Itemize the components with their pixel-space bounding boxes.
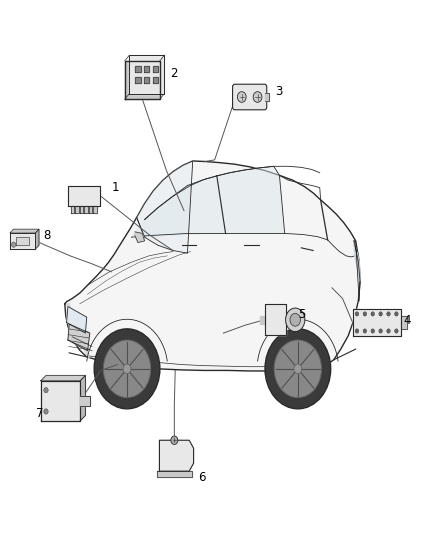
Polygon shape (217, 166, 285, 233)
Polygon shape (135, 232, 145, 243)
Polygon shape (93, 206, 97, 213)
Circle shape (395, 312, 398, 316)
Text: 1: 1 (112, 181, 119, 194)
Polygon shape (157, 471, 192, 477)
Circle shape (274, 340, 321, 398)
Bar (144, 77, 149, 83)
Circle shape (371, 312, 374, 316)
Circle shape (395, 329, 398, 333)
Polygon shape (80, 206, 83, 213)
Circle shape (387, 312, 390, 316)
Polygon shape (265, 93, 269, 101)
Polygon shape (41, 381, 80, 421)
Polygon shape (354, 241, 360, 281)
Polygon shape (159, 440, 194, 471)
Polygon shape (65, 161, 360, 371)
Polygon shape (68, 324, 90, 351)
Polygon shape (35, 229, 39, 249)
Polygon shape (84, 206, 88, 213)
Circle shape (44, 409, 48, 414)
Polygon shape (17, 237, 29, 245)
Polygon shape (41, 375, 85, 381)
Circle shape (355, 329, 359, 333)
Polygon shape (401, 316, 407, 329)
Text: 5: 5 (298, 308, 305, 321)
Polygon shape (75, 206, 78, 213)
Circle shape (123, 364, 131, 374)
Polygon shape (137, 161, 193, 253)
Circle shape (387, 329, 390, 333)
Polygon shape (10, 233, 35, 249)
Polygon shape (129, 55, 164, 94)
Bar (135, 77, 141, 83)
Polygon shape (131, 176, 226, 237)
Circle shape (11, 242, 16, 247)
Circle shape (237, 92, 246, 102)
Polygon shape (67, 304, 90, 357)
Circle shape (171, 436, 178, 445)
Polygon shape (68, 186, 100, 206)
Polygon shape (353, 309, 401, 336)
Polygon shape (88, 206, 92, 213)
Circle shape (294, 364, 302, 374)
Polygon shape (67, 306, 87, 333)
Circle shape (94, 329, 160, 409)
Text: 7: 7 (36, 407, 43, 420)
Text: 4: 4 (403, 314, 410, 327)
Circle shape (355, 312, 359, 316)
Text: 8: 8 (43, 229, 50, 242)
Circle shape (379, 312, 382, 316)
Polygon shape (71, 206, 74, 213)
Circle shape (379, 329, 382, 333)
Circle shape (44, 387, 48, 393)
Circle shape (290, 313, 300, 326)
Circle shape (371, 329, 374, 333)
Polygon shape (80, 396, 90, 406)
Polygon shape (260, 316, 265, 324)
Circle shape (103, 340, 151, 398)
Circle shape (265, 329, 331, 409)
Bar (153, 77, 158, 83)
Polygon shape (265, 304, 286, 335)
FancyBboxPatch shape (233, 84, 267, 110)
Circle shape (286, 308, 305, 332)
Polygon shape (10, 229, 39, 233)
Bar (135, 66, 141, 72)
Circle shape (253, 92, 262, 102)
Polygon shape (80, 375, 85, 421)
Bar (153, 66, 158, 72)
Text: 6: 6 (198, 471, 205, 483)
Polygon shape (125, 61, 160, 99)
Circle shape (363, 329, 367, 333)
Text: 2: 2 (170, 67, 177, 80)
Bar (144, 66, 149, 72)
Text: 3: 3 (275, 85, 283, 98)
Circle shape (363, 312, 367, 316)
